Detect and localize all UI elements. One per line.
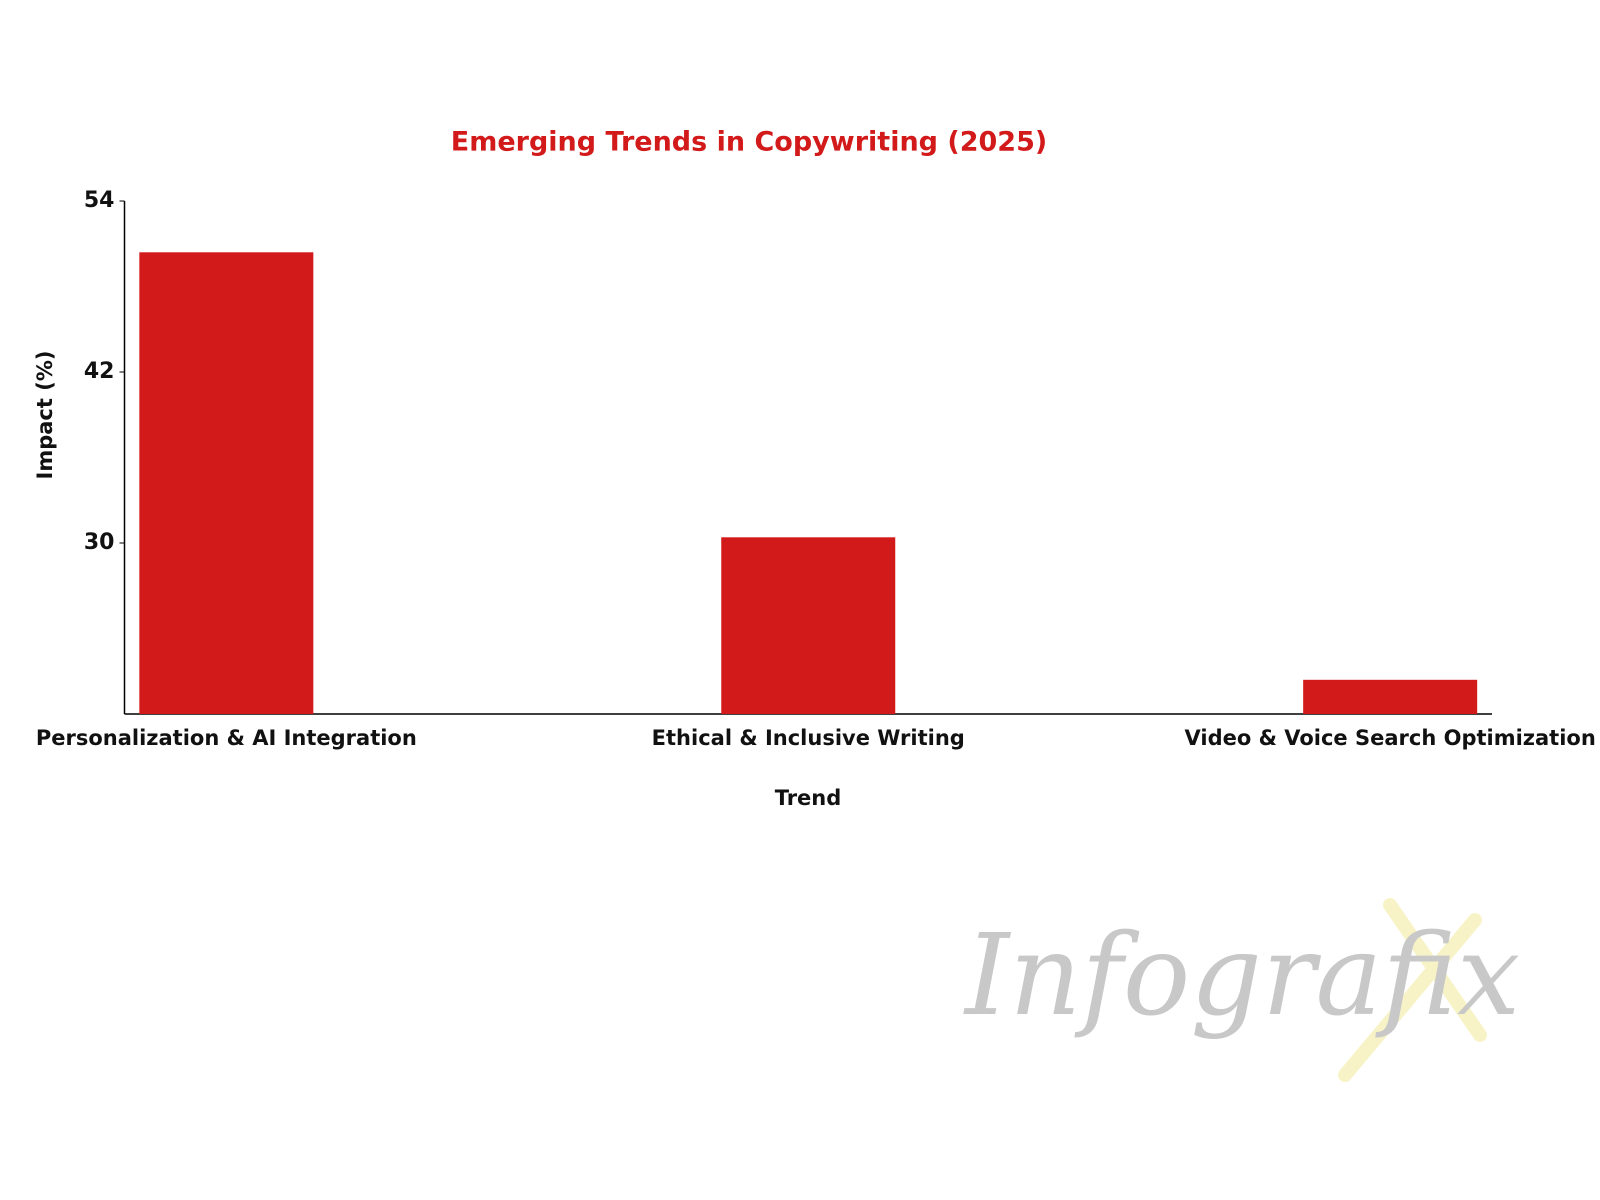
x-tick-label: Personalization & AI Integration [36, 726, 417, 750]
x-tick-label: Ethical & Inclusive Writing [652, 726, 965, 750]
x-axis-label: Trend [775, 786, 842, 810]
y-tick-label: 30 [84, 530, 115, 555]
y-tick-label: 42 [84, 359, 115, 384]
bar [1303, 679, 1478, 714]
watermark-x [1338, 898, 1487, 1082]
watermark: Infografix [963, 911, 1520, 1041]
y-axis-label: Impact (%) [33, 351, 57, 480]
bar [721, 537, 896, 714]
watermark-x-shape [1338, 898, 1487, 1082]
y-tick-label: 54 [84, 188, 115, 213]
chart-title: Emerging Trends in Copywriting (2025) [451, 127, 1047, 158]
bar [139, 252, 314, 715]
x-tick-label: Video & Voice Search Optimization [1185, 726, 1596, 750]
